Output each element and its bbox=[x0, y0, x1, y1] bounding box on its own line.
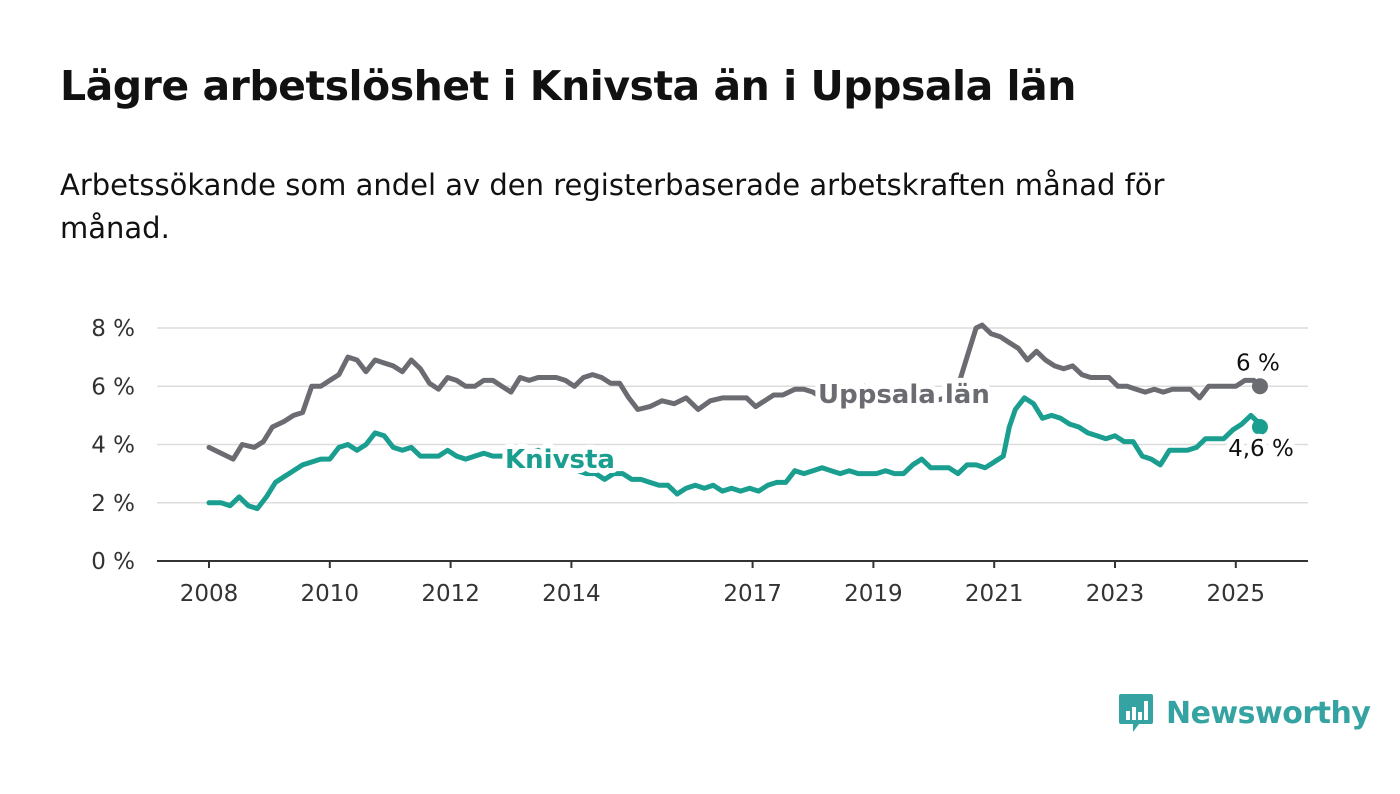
series-label-knivsta: Knivsta bbox=[505, 445, 615, 475]
series-label-uppsala-halo: Uppsala län bbox=[818, 380, 990, 410]
end-label-knivsta: 4,6 % bbox=[1228, 436, 1294, 462]
brand-name: Newsworthy bbox=[1166, 695, 1371, 731]
x-tick-label: 2017 bbox=[723, 581, 782, 607]
chart-title: Lägre arbetslöshet i Knivsta än i Uppsal… bbox=[60, 62, 1076, 110]
end-label-knivsta-halo: 4,6 % bbox=[1228, 436, 1294, 462]
x-tick-label: 2023 bbox=[1086, 581, 1145, 607]
end-label-uppsala-halo: 6 % bbox=[1236, 350, 1280, 376]
x-axis: 2008 2010 2012 2014 2017 2019 2021 2023 2025 bbox=[157, 560, 1308, 607]
x-tick-label: 2019 bbox=[844, 581, 903, 607]
series-line-uppsala-län bbox=[206, 322, 1263, 462]
brand-logo: Newsworthy bbox=[1118, 690, 1371, 736]
series-end-marker bbox=[1251, 419, 1268, 436]
end-label-uppsala: 6 % bbox=[1236, 350, 1280, 376]
x-tick-label: 2010 bbox=[301, 581, 360, 607]
series-label-knivsta-halo: Knivsta bbox=[505, 445, 615, 475]
x-tick-label: 2008 bbox=[180, 581, 239, 607]
y-tick-label: 4 % bbox=[91, 433, 135, 459]
y-tick-label: 2 % bbox=[91, 491, 135, 517]
series-label-uppsala: Uppsala län bbox=[818, 380, 990, 410]
y-tick-label: 6 % bbox=[91, 374, 135, 400]
chart-subtitle: Arbetssökande som andel av den registerb… bbox=[60, 168, 1165, 245]
y-axis-ticks: 0 % 2 % 4 % 6 % 8 % bbox=[91, 316, 135, 575]
x-tick-label: 2012 bbox=[421, 581, 480, 607]
x-tick-label: 2025 bbox=[1207, 581, 1266, 607]
series-end-marker bbox=[1251, 378, 1268, 395]
series-line-knivsta bbox=[206, 395, 1263, 512]
y-tick-label: 8 % bbox=[91, 316, 135, 342]
gridlines bbox=[157, 327, 1308, 504]
newsworthy-logo-icon bbox=[1119, 694, 1153, 732]
x-tick-label: 2014 bbox=[542, 581, 601, 607]
series-lines bbox=[206, 322, 1268, 512]
y-tick-label: 0 % bbox=[91, 549, 135, 575]
x-tick-label: 2021 bbox=[965, 581, 1024, 607]
